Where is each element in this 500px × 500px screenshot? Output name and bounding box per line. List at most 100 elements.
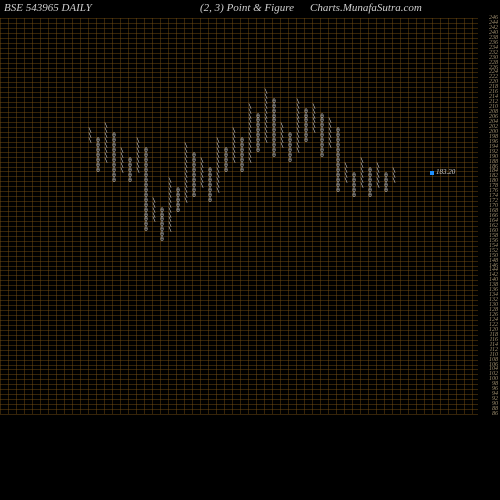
o-mark: 0: [286, 154, 294, 159]
o-mark: 0: [238, 144, 246, 149]
x-mark: \: [214, 184, 222, 189]
o-mark: 0: [158, 218, 166, 223]
o-mark: 0: [254, 139, 262, 144]
o-mark: 0: [334, 134, 342, 139]
x-mark: \: [118, 149, 126, 154]
source-label: Charts.MunafaSutra.com: [310, 2, 422, 14]
x-mark: \: [294, 105, 302, 110]
x-mark: \: [150, 209, 158, 214]
x-mark: \: [390, 179, 398, 184]
x-mark: \: [326, 124, 334, 129]
o-mark: 0: [366, 184, 374, 189]
x-mark: \: [310, 115, 318, 120]
o-mark: 0: [94, 139, 102, 144]
x-mark: \: [294, 134, 302, 139]
x-mark: \: [294, 124, 302, 129]
x-mark: \: [214, 179, 222, 184]
o-mark: 0: [270, 119, 278, 124]
x-mark: \: [230, 134, 238, 139]
o-mark: 0: [286, 139, 294, 144]
x-mark: \: [214, 174, 222, 179]
x-mark: \: [262, 134, 270, 139]
o-mark: 0: [142, 174, 150, 179]
o-mark: 0: [190, 184, 198, 189]
o-mark: 0: [382, 174, 390, 179]
o-mark: 0: [302, 129, 310, 134]
o-mark: 0: [174, 204, 182, 209]
x-mark: \: [230, 144, 238, 149]
o-mark: 0: [142, 228, 150, 233]
o-mark: 0: [190, 189, 198, 194]
o-mark: 0: [334, 174, 342, 179]
x-mark: \: [214, 149, 222, 154]
o-mark: 0: [142, 199, 150, 204]
x-mark: \: [166, 228, 174, 233]
x-mark: \: [182, 154, 190, 159]
x-mark: \: [374, 174, 382, 179]
x-mark: \: [310, 124, 318, 129]
o-mark: 0: [206, 174, 214, 179]
o-mark: 0: [110, 169, 118, 174]
x-mark: \: [326, 134, 334, 139]
x-mark: \: [310, 129, 318, 134]
x-mark: \: [294, 149, 302, 154]
x-mark: \: [182, 159, 190, 164]
o-mark: 0: [206, 199, 214, 204]
o-mark: 0: [350, 194, 358, 199]
o-mark: 0: [350, 189, 358, 194]
x-mark: \: [294, 100, 302, 105]
x-mark: \: [150, 199, 158, 204]
x-mark: \: [166, 194, 174, 199]
o-mark: 0: [142, 204, 150, 209]
x-mark: \: [358, 184, 366, 189]
o-mark: 0: [270, 144, 278, 149]
x-mark: \: [246, 124, 254, 129]
x-mark: \: [246, 149, 254, 154]
x-mark: \: [86, 129, 94, 134]
x-mark: \: [246, 134, 254, 139]
o-mark: 0: [254, 134, 262, 139]
o-mark: 0: [142, 194, 150, 199]
x-mark: \: [102, 144, 110, 149]
o-mark: 0: [254, 119, 262, 124]
o-mark: 0: [206, 179, 214, 184]
o-mark: 0: [238, 154, 246, 159]
o-mark: 0: [254, 115, 262, 120]
o-mark: 0: [270, 100, 278, 105]
price-dot-icon: [430, 171, 434, 175]
price-value: 183.20: [436, 168, 455, 176]
x-mark: \: [166, 223, 174, 228]
o-mark: 0: [110, 139, 118, 144]
pnf-columns: \\\0000000\\\\\\\\0000000000\\\\\00000\\…: [0, 18, 478, 414]
o-mark: 0: [174, 209, 182, 214]
o-mark: 0: [222, 169, 230, 174]
o-mark: 0: [190, 179, 198, 184]
x-mark: \: [182, 199, 190, 204]
x-mark: \: [262, 100, 270, 105]
o-mark: 0: [254, 149, 262, 154]
x-mark: \: [342, 169, 350, 174]
x-mark: \: [310, 105, 318, 110]
o-mark: 0: [142, 214, 150, 219]
o-mark: 0: [334, 189, 342, 194]
x-mark: \: [358, 159, 366, 164]
x-mark: \: [102, 154, 110, 159]
o-mark: 0: [206, 169, 214, 174]
o-mark: 0: [350, 179, 358, 184]
x-mark: \: [182, 174, 190, 179]
x-mark: \: [150, 214, 158, 219]
o-mark: 0: [350, 184, 358, 189]
x-mark: \: [262, 124, 270, 129]
o-mark: 0: [110, 154, 118, 159]
x-mark: \: [310, 110, 318, 115]
o-mark: 0: [158, 214, 166, 219]
o-mark: 0: [142, 164, 150, 169]
x-mark: \: [182, 179, 190, 184]
x-mark: \: [262, 110, 270, 115]
x-mark: \: [166, 214, 174, 219]
x-mark: \: [182, 149, 190, 154]
o-mark: 0: [126, 169, 134, 174]
x-mark: \: [166, 179, 174, 184]
x-mark: \: [262, 95, 270, 100]
o-mark: 0: [334, 149, 342, 154]
